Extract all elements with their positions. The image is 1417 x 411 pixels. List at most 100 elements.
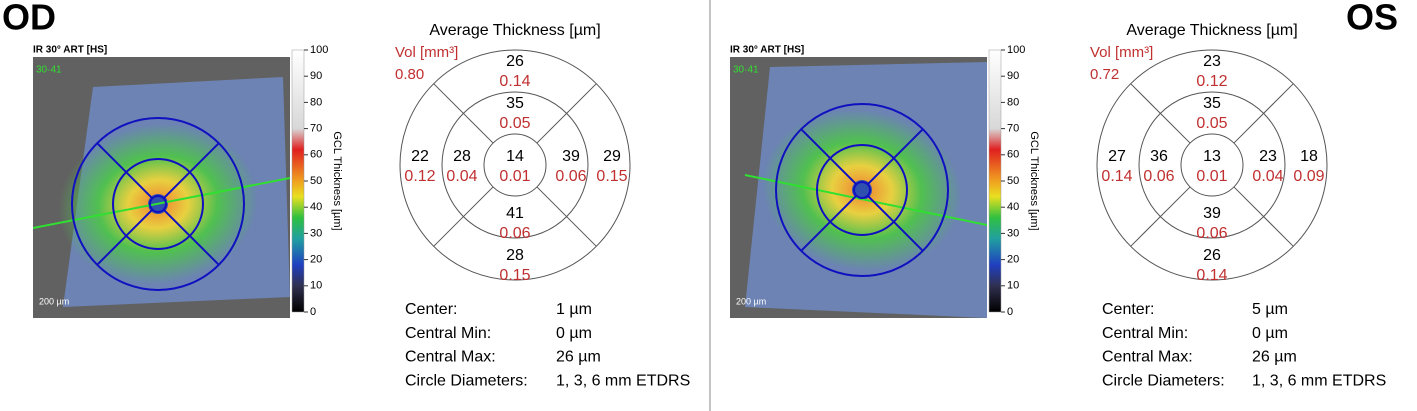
total-volume: 0.72	[1090, 66, 1119, 83]
etdrs-spoke	[433, 83, 494, 144]
sector-volume: 0.12	[1196, 73, 1227, 90]
stat-label: Central Max:	[1102, 349, 1193, 366]
colorbar-tick-label: 30	[310, 227, 322, 239]
etdrs-spoke	[1130, 83, 1191, 144]
stat-label: Central Min:	[405, 325, 491, 342]
sector-volume: 0.15	[499, 267, 530, 284]
colorbar	[988, 49, 1002, 313]
sector-thickness: 26	[506, 53, 524, 70]
sector-volume: 0.14	[499, 73, 530, 90]
fundus-image	[730, 57, 987, 318]
etdrs-overlay-spoke	[866, 128, 924, 186]
colorbar-tick-label: 40	[310, 201, 322, 213]
stat-label: Circle Diameters:	[1102, 372, 1225, 389]
etdrs-overlay-spoke	[96, 142, 154, 200]
stat-value: 1, 3, 6 mm ETDRS	[556, 372, 690, 389]
colorbar-tick-label: 40	[1007, 201, 1019, 213]
etdrs-overlay-circle	[71, 117, 245, 291]
colorbar-tick-label: 10	[310, 280, 322, 292]
image-overlay-text: 30·41	[36, 65, 62, 76]
eye-label: OD	[2, 0, 56, 38]
etdrs-spoke	[433, 186, 494, 247]
colorbar-tick-label: 60	[310, 149, 322, 161]
sector-volume: 0.04	[446, 168, 477, 185]
etdrs-circle	[1096, 49, 1328, 281]
stat-label: Center:	[405, 301, 457, 318]
etdrs-overlay-spoke	[866, 194, 924, 252]
colorbar	[291, 49, 305, 313]
etdrs-circle	[483, 133, 547, 197]
sector-thickness: 18	[1300, 148, 1318, 165]
eye-label: OS	[1346, 0, 1398, 38]
scan-line	[744, 174, 987, 226]
volume-label: Vol [mm³]	[1090, 44, 1153, 61]
etdrs-circle	[1138, 91, 1286, 239]
colorbar-tick-label: 70	[310, 123, 322, 135]
scan-area	[744, 62, 987, 318]
etdrs-overlay-spoke	[800, 194, 858, 252]
etdrs-circle	[399, 49, 631, 281]
colorbar-tick-label: 50	[1007, 175, 1019, 187]
colorbar-tick-label: 100	[1007, 44, 1025, 56]
colorbar-tick-label: 30	[1007, 227, 1019, 239]
sector-volume: 0.09	[1293, 168, 1324, 185]
sector-volume: 0.01	[1196, 168, 1227, 185]
etdrs-spoke	[1233, 186, 1294, 247]
sector-volume: 0.06	[499, 225, 530, 242]
colorbar-tick-label: 90	[1007, 70, 1019, 82]
etdrs-overlay-circle	[775, 103, 949, 277]
image-overlay-text: 30·41	[733, 65, 759, 76]
etdrs-overlay-circle	[149, 195, 167, 213]
sector-thickness: 13	[1203, 148, 1221, 165]
colorbar-tick-label: 0	[1007, 306, 1013, 318]
stat-value: 26 µm	[1252, 349, 1297, 366]
stat-value: 0 µm	[556, 325, 592, 342]
colorbar-tick-label: 50	[310, 175, 322, 187]
etdrs-overlay-circle	[853, 181, 871, 199]
stat-value: 1 µm	[556, 301, 592, 318]
sector-volume: 0.06	[555, 168, 586, 185]
sector-thickness: 29	[603, 148, 621, 165]
sector-thickness: 26	[1203, 247, 1221, 264]
colorbar-tick-label: 80	[310, 96, 322, 108]
colorbar-tick-label: 10	[1007, 280, 1019, 292]
sector-thickness: 23	[1203, 53, 1221, 70]
sector-volume: 0.06	[1143, 168, 1174, 185]
stat-value: 26 µm	[556, 349, 601, 366]
sector-thickness: 28	[506, 247, 524, 264]
sector-volume: 0.05	[1196, 115, 1227, 132]
sector-thickness: 27	[1108, 148, 1126, 165]
etdrs-overlay-circle	[112, 158, 204, 250]
sector-volume: 0.12	[404, 168, 435, 185]
etdrs-circle	[441, 91, 589, 239]
colorbar-tick-label: 20	[1007, 254, 1019, 266]
sector-volume: 0.15	[596, 168, 627, 185]
sector-volume: 0.06	[1196, 225, 1227, 242]
image-label: IR 30° ART [HS]	[33, 45, 107, 56]
etdrs-overlay-circle	[816, 144, 908, 236]
etdrs-overlay-spoke	[800, 128, 858, 186]
stat-label: Circle Diameters:	[405, 372, 528, 389]
sector-thickness: 39	[1203, 205, 1221, 222]
scale-bar-label: 200 µm	[736, 296, 766, 306]
stat-label: Center:	[1102, 301, 1154, 318]
total-volume: 0.80	[395, 66, 424, 83]
colorbar-tick-label: 0	[310, 306, 316, 318]
colorbar-tick-label: 80	[1007, 96, 1019, 108]
fundus-image	[33, 57, 290, 318]
scan-area	[33, 77, 290, 307]
stat-value: 1, 3, 6 mm ETDRS	[1252, 372, 1386, 389]
sector-thickness: 35	[506, 95, 524, 112]
sector-thickness: 39	[562, 148, 580, 165]
scan-line	[33, 177, 290, 229]
stat-value: 0 µm	[1252, 325, 1288, 342]
etdrs-spoke	[536, 83, 597, 144]
etdrs-spoke	[1130, 186, 1191, 247]
etdrs-spoke	[536, 186, 597, 247]
sector-volume: 0.04	[1252, 168, 1283, 185]
colorbar-label: GCL Thickness [µm]	[331, 131, 343, 230]
sector-volume: 0.05	[499, 115, 530, 132]
sector-thickness: 23	[1259, 148, 1277, 165]
sector-thickness: 22	[411, 148, 429, 165]
